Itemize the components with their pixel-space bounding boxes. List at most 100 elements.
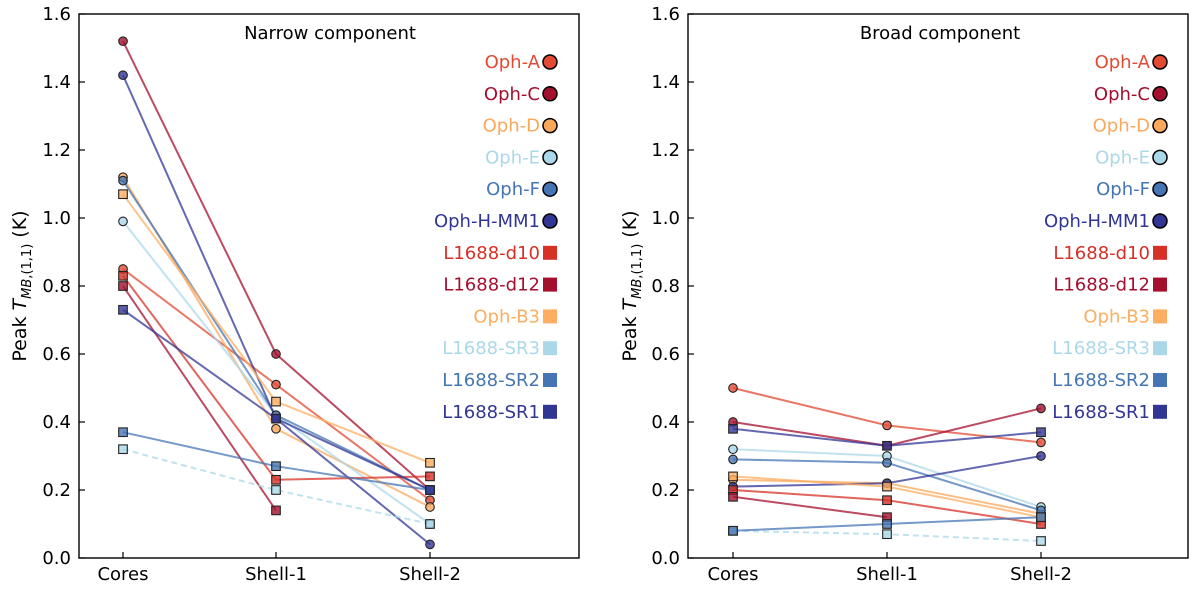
data-point-Oph-F: [118, 175, 128, 186]
data-point-L1688-d10: [425, 471, 435, 482]
y-tick-label: 0.2: [42, 480, 71, 501]
data-point-Oph-E: [728, 444, 738, 455]
legend-marker-circle: [1152, 86, 1168, 102]
legend-label: Oph-E: [1095, 147, 1150, 168]
legend-label: Oph-D: [1093, 116, 1150, 137]
legend-label: Oph-B3: [1083, 306, 1150, 327]
legend-label: Oph-A: [485, 52, 541, 73]
legend-marker-square: [1153, 277, 1167, 292]
data-point-Oph-B3: [728, 471, 738, 482]
legend-marker-square: [543, 373, 557, 387]
y-tick-label: 0.2: [651, 480, 680, 501]
data-point-Oph-A: [1036, 437, 1046, 448]
legend-marker-square: [543, 245, 557, 260]
legend-label: Oph-H-MM1: [434, 211, 540, 232]
data-point-L1688-d12: [271, 505, 281, 516]
legend-label: Oph-H-MM1: [1044, 211, 1150, 232]
legend-marker-square: [543, 309, 557, 324]
legend-label: Oph-A: [1095, 52, 1151, 73]
data-point-Oph-H-MM1: [1036, 451, 1046, 461]
legend-label: L1688-d12: [443, 275, 540, 296]
legend-marker-square: [1153, 341, 1167, 356]
legend-label: Oph-B3: [473, 306, 540, 327]
data-point-Oph-D: [271, 423, 281, 434]
y-axis-label: Peak TMB,(1,1) (K): [619, 210, 645, 361]
plot-frame: [78, 13, 580, 559]
x-tick-label: Cores: [97, 564, 148, 585]
data-point-Oph-H-MM1: [425, 539, 435, 550]
data-point-Oph-D: [425, 502, 435, 512]
data-point-L1688-SR1: [728, 423, 738, 434]
data-point-Oph-C: [1036, 403, 1046, 414]
y-tick-label: 1.6: [651, 4, 680, 25]
y-tick-label: 0.8: [651, 276, 680, 297]
data-point-L1688-SR1: [882, 440, 892, 451]
y-axis-label: Peak TMB,(1,1) (K): [9, 210, 35, 361]
data-point-Oph-B3: [425, 457, 435, 468]
legend-marker-circle: [542, 117, 558, 134]
legend-label: L1688-SR2: [442, 370, 540, 391]
data-point-L1688-SR2: [728, 525, 738, 536]
legend-label: Oph-F: [486, 179, 540, 200]
data-point-L1688-SR2: [882, 519, 892, 529]
legend-label: Oph-C: [484, 84, 540, 105]
y-tick-label: 0.6: [42, 344, 71, 365]
legend-marker-square: [1153, 373, 1167, 387]
data-point-L1688-SR1: [118, 304, 128, 315]
x-tick-label: Cores: [707, 564, 758, 585]
legend-marker-square: [1153, 245, 1167, 260]
legend-marker-circle: [1152, 117, 1168, 134]
data-point-Oph-C: [271, 349, 281, 359]
data-point-L1688-SR1: [1036, 427, 1046, 438]
x-tick-label: Shell-2: [399, 564, 461, 585]
x-tick-label: Shell-1: [245, 564, 307, 585]
data-point-Oph-A: [728, 383, 738, 393]
legend-marker-square: [543, 277, 557, 292]
legend-marker-circle: [542, 54, 558, 70]
series-line-L1688-d12: [732, 495, 888, 519]
legend-marker-circle: [542, 86, 558, 102]
data-point-Oph-B3: [271, 396, 281, 407]
data-point-L1688-SR2: [1036, 512, 1046, 523]
legend-marker-circle: [542, 181, 558, 197]
data-point-Oph-C: [118, 36, 128, 47]
data-point-L1688-SR3: [271, 485, 281, 495]
legend-label: L1688-SR1: [1052, 402, 1150, 423]
chart-panel-0: 0.0 0.2 0.4 0.6 0.8 1.0 1.2 1.4 1.6 Cores Shell-1 S…: [9, 4, 580, 585]
legend-label: L1688-SR3: [442, 338, 540, 359]
legend-marker-circle: [542, 213, 558, 229]
data-point-L1688-SR2: [271, 461, 281, 472]
legend-marker-square: [543, 404, 557, 419]
legend-marker-circle: [542, 149, 558, 166]
legend-label: Oph-D: [483, 116, 540, 137]
legend-label: L1688-d12: [1053, 275, 1150, 296]
chart-title: Broad component: [860, 23, 1020, 44]
y-tick-label: 1.2: [42, 140, 71, 161]
data-point-L1688-SR3: [118, 444, 128, 455]
data-point-L1688-SR2: [118, 427, 128, 438]
legend-label: Oph-C: [1094, 84, 1150, 105]
data-point-L1688-d10: [271, 474, 281, 485]
data-point-Oph-F: [882, 457, 892, 468]
y-tick-label: 1.4: [651, 72, 680, 93]
legend-marker-square: [543, 341, 557, 356]
legend-label: Oph-E: [485, 147, 540, 168]
data-point-L1688-d12: [728, 491, 738, 502]
series-line-L1688-SR3: [122, 448, 431, 525]
legend-marker-circle: [1152, 181, 1168, 197]
data-point-L1688-d10: [882, 495, 892, 506]
legend-marker-square: [1153, 404, 1167, 419]
data-point-L1688-SR1: [425, 485, 435, 495]
legend-label: L1688-SR3: [1052, 338, 1150, 359]
legend-marker-square: [1153, 309, 1167, 324]
data-point-L1688-SR3: [882, 529, 892, 540]
legend-label: L1688-SR1: [442, 402, 540, 423]
y-tick-label: 1.0: [42, 208, 71, 229]
data-point-Oph-A: [882, 420, 892, 431]
y-tick-label: 0.8: [42, 276, 71, 297]
y-tick-label: 0.6: [651, 344, 680, 365]
data-point-Oph-B3: [118, 189, 128, 200]
legend-label: L1688-SR2: [1052, 370, 1150, 391]
legend-marker-circle: [1152, 54, 1168, 70]
